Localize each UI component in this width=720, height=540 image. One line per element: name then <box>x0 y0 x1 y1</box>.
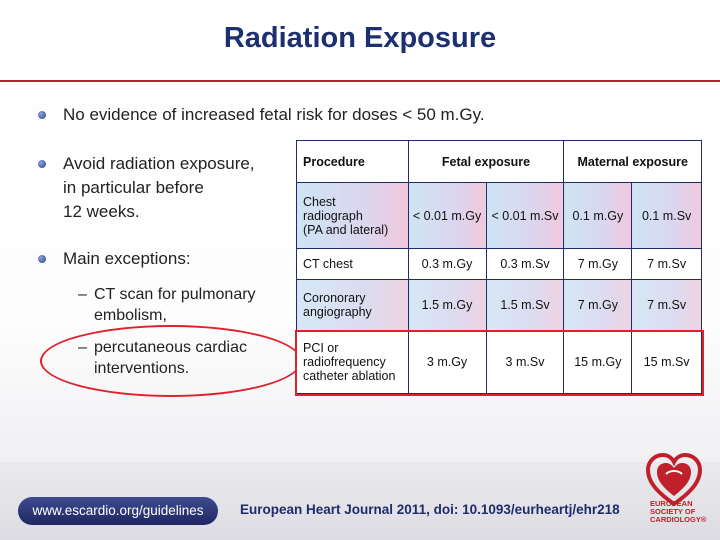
journal-citation: European Heart Journal 2011, doi: 10.109… <box>240 502 620 517</box>
procedure-cell: CT chest <box>296 248 409 280</box>
procedure-cell: Coronorary angiography <box>296 278 409 332</box>
procedure-line: Coronorary <box>303 291 366 306</box>
bullet-dot-icon <box>38 255 46 263</box>
header-fetal-exposure: Fetal exposure <box>407 139 565 184</box>
fetal-sv-cell: 3 m.Sv <box>485 330 565 395</box>
table-row: Chest radiograph (PA and lateral) < 0.01… <box>296 182 702 250</box>
procedure-line: PCI or <box>303 341 339 356</box>
logo-line: SOCIETY OF <box>650 507 696 516</box>
procedure-line: radiofrequency <box>303 355 386 370</box>
procedure-cell: Chest radiograph (PA and lateral) <box>296 182 409 250</box>
table-row: CT chest 0.3 m.Gy 0.3 m.Sv 7 m.Gy 7 m.Sv <box>296 248 702 280</box>
maternal-sv-cell: 7 m.Sv <box>631 248 702 280</box>
fetal-sv-cell: < 0.01 m.Sv <box>485 182 565 250</box>
maternal-gy-cell: 15 m.Gy <box>563 330 633 395</box>
procedure-line: (PA and lateral) <box>303 222 389 237</box>
bullet-3-text: Main exceptions: <box>63 249 191 268</box>
fetal-gy-cell: 0.3 m.Gy <box>407 248 487 280</box>
procedure-cell: PCI or radiofrequency catheter ablation <box>296 330 409 395</box>
bullet-2-line-1: Avoid radiation exposure, <box>63 154 255 173</box>
esc-logo-text: EUROPEAN SOCIETY OF CARDIOLOGY® <box>650 500 720 524</box>
table-header-row: Procedure Fetal exposure Maternal exposu… <box>296 139 702 184</box>
bullet-3: Main exceptions: <box>38 247 191 271</box>
radiation-table: Procedure Fetal exposure Maternal exposu… <box>296 139 702 395</box>
dash-marker: – <box>78 286 87 303</box>
sub-bullet-1: – CT scan for pulmonary embolism, <box>78 284 256 326</box>
bullet-dot-icon <box>38 160 46 168</box>
title-divider <box>0 80 720 82</box>
header-procedure: Procedure <box>296 139 409 184</box>
procedure-line: CT chest <box>303 256 353 271</box>
esc-heart-logo-icon <box>645 452 703 507</box>
bullet-2-line-2: in particular before <box>63 178 204 197</box>
fetal-gy-cell: 1.5 m.Gy <box>407 278 487 332</box>
fetal-gy-cell: < 0.01 m.Gy <box>407 182 487 250</box>
fetal-gy-cell: 3 m.Gy <box>407 330 487 395</box>
table-row: PCI or radiofrequency catheter ablation … <box>296 330 702 395</box>
procedure-line: Chest <box>303 194 336 209</box>
procedure-line: catheter ablation <box>303 369 396 384</box>
maternal-gy-cell: 7 m.Gy <box>563 248 633 280</box>
bullet-dot-icon <box>38 111 46 119</box>
sub-bullet-1-line-1: CT scan for pulmonary <box>94 286 256 303</box>
bullet-2-line-3: 12 weeks. <box>63 202 140 221</box>
procedure-line: radiograph <box>303 208 363 223</box>
procedure-line: angiography <box>303 305 372 320</box>
logo-line: CARDIOLOGY® <box>650 515 707 524</box>
highlight-row-box <box>295 330 704 396</box>
slide-title: Radiation Exposure <box>223 22 497 54</box>
fetal-sv-cell: 1.5 m.Sv <box>485 278 565 332</box>
bullet-1: No evidence of increased fetal risk for … <box>38 103 485 127</box>
guidelines-url-link[interactable]: www.escardio.org/guidelines <box>18 497 218 525</box>
maternal-gy-cell: 0.1 m.Gy <box>563 182 633 250</box>
highlight-oval <box>40 325 302 397</box>
fetal-sv-cell: 0.3 m.Sv <box>485 248 565 280</box>
maternal-gy-cell: 7 m.Gy <box>563 278 633 332</box>
maternal-sv-cell: 0.1 m.Sv <box>631 182 702 250</box>
sub-bullet-1-line-2: embolism, <box>94 307 167 324</box>
bullet-1-text: No evidence of increased fetal risk for … <box>63 105 485 124</box>
table-row: Coronorary angiography 1.5 m.Gy 1.5 m.Sv… <box>296 278 702 332</box>
maternal-sv-cell: 7 m.Sv <box>631 278 702 332</box>
header-maternal-exposure: Maternal exposure <box>563 139 702 184</box>
bullet-2: Avoid radiation exposure, in particular … <box>38 152 255 224</box>
logo-line: EUROPEAN <box>650 499 693 508</box>
